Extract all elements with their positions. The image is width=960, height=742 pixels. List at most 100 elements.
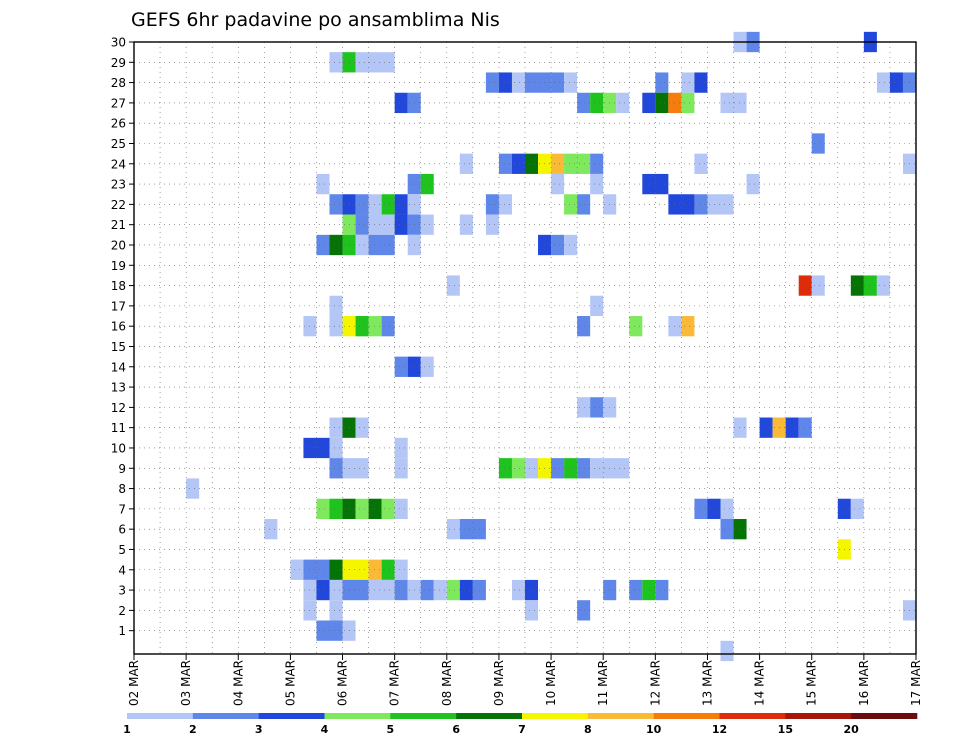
- heatmap-cell: [355, 417, 369, 438]
- chart-title: GEFS 6hr padavine po ansamblima Nis: [131, 9, 500, 31]
- heatmap-cell: [811, 275, 825, 296]
- heatmap-cell: [655, 92, 669, 114]
- y-tick-label: 9: [118, 462, 126, 476]
- heatmap-cell: [329, 437, 343, 459]
- heatmap-cell: [342, 559, 369, 580]
- x-tick-label: 07 MAR: [388, 660, 402, 706]
- y-tick-label: 16: [111, 320, 126, 334]
- heatmap-cell: [642, 92, 656, 114]
- heatmap-cell: [329, 52, 343, 73]
- colorbar-swatch: [127, 713, 194, 719]
- x-tick-label: 11 MAR: [596, 660, 610, 706]
- heatmap-cell: [420, 173, 434, 195]
- x-tick-label: 04 MAR: [231, 660, 245, 706]
- heatmap-cell: [420, 579, 434, 601]
- colorbar-label: 6: [452, 723, 460, 736]
- colorbar-label: 8: [584, 723, 592, 736]
- heatmap-cell: [394, 356, 408, 377]
- heatmap-cell: [368, 214, 395, 235]
- heatmap-cell: [798, 275, 812, 296]
- heatmap-cell: [368, 579, 395, 601]
- heatmap-cell: [642, 579, 656, 601]
- heatmap-cell: [329, 417, 343, 438]
- heatmap-cell: [577, 397, 591, 418]
- heatmap-cell: [655, 579, 669, 601]
- heatmap-cell: [551, 234, 565, 256]
- y-tick-label: 3: [118, 584, 126, 598]
- heatmap-cell: [525, 458, 539, 479]
- heatmap-cell: [186, 478, 200, 499]
- heatmap-cell: [368, 559, 382, 580]
- y-tick-label: 8: [118, 482, 126, 496]
- heatmap-cell: [381, 194, 395, 215]
- heatmap-cell: [642, 173, 669, 195]
- heatmap-cell: [329, 579, 343, 601]
- heatmap-cell: [759, 417, 773, 438]
- heatmap-cell: [355, 214, 369, 235]
- colorbar-label: 4: [321, 723, 329, 736]
- heatmap-cell: [694, 194, 708, 215]
- colorbar-swatch: [192, 713, 259, 719]
- heatmap-cell: [746, 173, 760, 195]
- heatmap-cell: [368, 316, 382, 337]
- grid: [133, 41, 917, 654]
- x-tick-label: 16 MAR: [857, 660, 871, 706]
- y-tick-label: 23: [111, 178, 126, 192]
- y-tick-label: 4: [118, 563, 126, 577]
- heatmap-cell: [342, 458, 369, 479]
- heatmap-cell: [511, 153, 525, 174]
- heatmap-cell: [485, 72, 499, 93]
- heatmap-cell: [720, 640, 734, 662]
- heatmap-cell: [564, 153, 591, 174]
- colorbar-label: 10: [646, 723, 662, 736]
- heatmap-cell: [525, 579, 539, 601]
- colorbar-swatch: [851, 713, 918, 719]
- heatmap-cell: [459, 579, 473, 601]
- heatmap-cell: [577, 600, 591, 621]
- heatmap-cell: [590, 153, 604, 174]
- colorbar-label: 5: [387, 723, 395, 736]
- heatmap-cell: [876, 275, 890, 296]
- heatmap-cell: [629, 579, 643, 601]
- heatmap-cell: [329, 559, 343, 580]
- heatmap-cell: [394, 92, 408, 114]
- y-tick-label: 19: [111, 259, 126, 273]
- x-tick-label: 03 MAR: [179, 660, 193, 706]
- heatmap-cell: [264, 519, 278, 540]
- heatmap-cell: [355, 498, 369, 520]
- x-tick-label: 12 MAR: [648, 660, 662, 706]
- heatmap-cell: [329, 458, 343, 479]
- heatmap-cell: [329, 194, 343, 215]
- heatmap-cell: [316, 579, 330, 601]
- heatmap-cell: [446, 275, 460, 296]
- heatmap-cell: [720, 519, 734, 540]
- y-tick-label: 14: [111, 360, 126, 374]
- heatmap-cell: [577, 316, 591, 337]
- heatmap-cell: [394, 559, 408, 580]
- y-tick-label: 5: [118, 543, 126, 557]
- x-tick-label: 10 MAR: [544, 660, 558, 706]
- heatmap-cell: [511, 579, 525, 601]
- x-tick-label: 09 MAR: [492, 660, 506, 706]
- y-tick-label: 21: [111, 218, 126, 232]
- y-tick-label: 18: [111, 279, 126, 293]
- y-tick-label: 7: [118, 502, 126, 516]
- heatmap-cell: [850, 275, 864, 296]
- heatmap-cell: [511, 458, 525, 479]
- heatmap-cell: [368, 498, 382, 520]
- heatmap-cell: [420, 214, 434, 235]
- heatmap-cell: [329, 234, 343, 256]
- heatmap-cell: [355, 234, 369, 256]
- heatmap-cell: [525, 153, 539, 174]
- heatmap-cell: [394, 579, 408, 601]
- y-tick-label: 2: [118, 604, 126, 618]
- heatmap-cell: [355, 316, 369, 337]
- heatmap-cell: [329, 295, 343, 317]
- x-axis: 02 MAR 03 MAR 04 MAR 05 MAR 06 MAR 07 MAR 08 M…: [127, 654, 923, 706]
- heatmap-cell: [394, 498, 408, 520]
- y-tick-label: 11: [111, 421, 126, 435]
- y-tick-label: 22: [111, 198, 126, 212]
- heatmap-cell: [577, 194, 591, 215]
- plot-frame: [133, 41, 917, 655]
